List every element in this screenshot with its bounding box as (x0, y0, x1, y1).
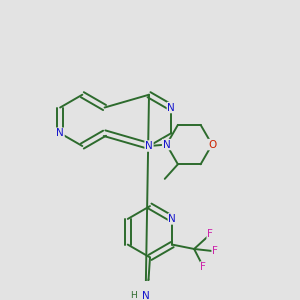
Text: H: H (130, 291, 137, 300)
Text: N: N (167, 103, 175, 112)
Text: N: N (163, 140, 170, 150)
Text: F: F (207, 230, 213, 239)
Text: N: N (145, 141, 153, 151)
Text: F: F (212, 246, 218, 256)
Text: N: N (168, 214, 176, 224)
Text: F: F (200, 262, 206, 272)
Text: N: N (142, 291, 149, 300)
Text: O: O (208, 140, 216, 150)
Text: N: N (56, 128, 64, 138)
